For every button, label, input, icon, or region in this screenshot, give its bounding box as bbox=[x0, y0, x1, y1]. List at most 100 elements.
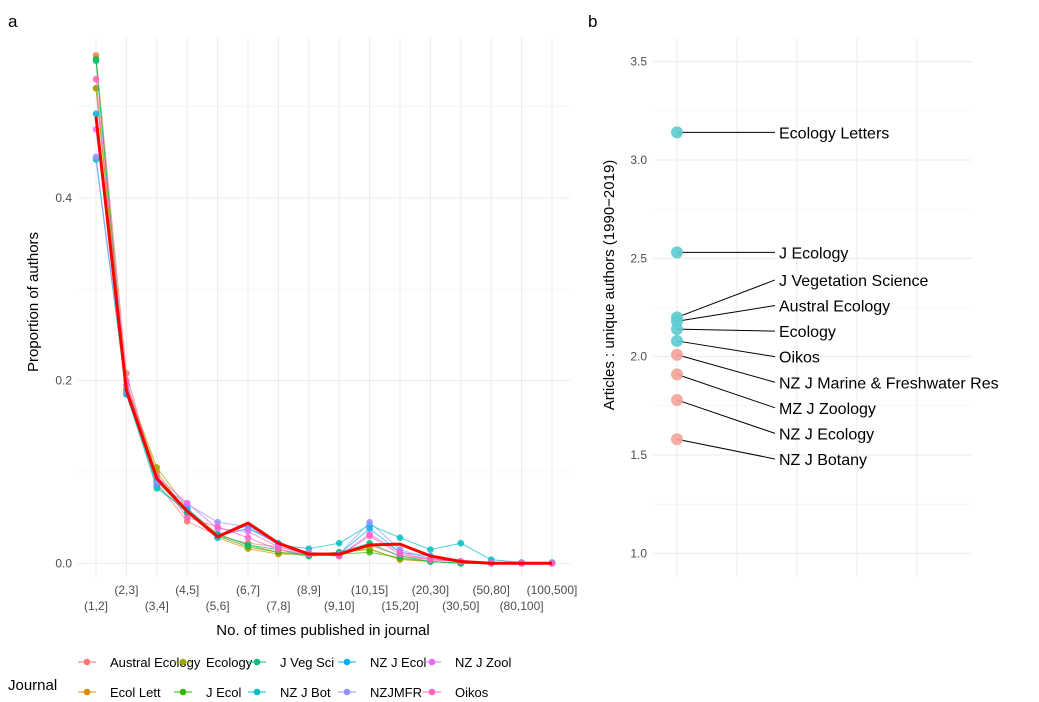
legend-item-label: Ecol Lett bbox=[110, 685, 161, 700]
legend-key-point bbox=[83, 688, 91, 696]
y-tick-label: 2.0 bbox=[630, 350, 647, 364]
y-tick-label: 2.5 bbox=[630, 251, 647, 265]
series-line bbox=[95, 159, 552, 563]
leader-line bbox=[676, 279, 776, 318]
series-line bbox=[95, 129, 552, 564]
y-tick-label: 0.4 bbox=[55, 191, 72, 205]
series-point bbox=[427, 556, 434, 563]
series-line bbox=[95, 156, 552, 564]
series-line bbox=[95, 79, 552, 564]
y-tick-label: 1.5 bbox=[630, 448, 647, 462]
y-tick-label: 0.2 bbox=[55, 374, 72, 388]
journal-point bbox=[671, 323, 683, 336]
leader-line bbox=[676, 328, 776, 332]
journal-label: NZ J Marine & Freshwater Res bbox=[779, 375, 999, 392]
panel-a-chart: 0.0 0.2 0.4 (1,2] (2,3] (3,4] (4,5] (5,6] (6,7] (… bbox=[55, 38, 577, 613]
series-point bbox=[244, 528, 252, 535]
journal-label: J Vegetation Science bbox=[779, 273, 929, 290]
series-point bbox=[244, 534, 252, 542]
x-tick-label: (4,5] bbox=[175, 583, 199, 597]
x-tick-label: (2,3] bbox=[114, 583, 138, 597]
series-point bbox=[457, 539, 465, 547]
leader-line bbox=[676, 305, 776, 322]
x-tick-label: (100,500] bbox=[527, 583, 578, 597]
x-tick-label: (7,8] bbox=[266, 599, 290, 613]
journal-point bbox=[671, 393, 683, 406]
journal-point bbox=[671, 433, 683, 446]
x-tick-label: (10,15] bbox=[351, 583, 388, 597]
series-point bbox=[183, 514, 191, 521]
legend-title: Journal bbox=[8, 677, 57, 694]
journal-point bbox=[671, 126, 683, 139]
legend-key-point bbox=[343, 688, 351, 696]
legend: Journal Austral Ecology Ecol Lett Ecology J… bbox=[8, 655, 511, 700]
x-tick-label: (5,6] bbox=[206, 599, 230, 613]
y-tick-label: 3.0 bbox=[630, 153, 647, 167]
leader-line bbox=[676, 373, 776, 409]
legend-item-label: Austral Ecology bbox=[110, 655, 201, 670]
series-point bbox=[335, 539, 343, 547]
legend-key-point bbox=[253, 688, 261, 696]
x-tick-label: (15,20] bbox=[381, 599, 418, 613]
series-point bbox=[427, 546, 434, 553]
x-tick-label: (80,100] bbox=[500, 599, 544, 613]
series-point bbox=[366, 525, 373, 532]
journal-point bbox=[671, 334, 683, 347]
journal-label: NZ J Botany bbox=[779, 452, 867, 469]
legend-key-point bbox=[253, 658, 261, 666]
panel-a-y-axis-title: Proportion of authors bbox=[25, 232, 42, 372]
leader-line bbox=[676, 354, 776, 383]
journal-label: Ecology Letters bbox=[779, 125, 889, 142]
leader-line bbox=[676, 340, 776, 358]
journal-label: Oikos bbox=[779, 350, 820, 367]
panel-b-label: b bbox=[588, 12, 597, 31]
x-tick-label: (6,7] bbox=[236, 583, 260, 597]
journal-label: J Ecology bbox=[779, 245, 848, 262]
leader-line bbox=[676, 399, 776, 434]
journal-label: MZ J Zoology bbox=[779, 401, 876, 418]
journal-label: NZ J Ecology bbox=[779, 426, 874, 443]
series-point bbox=[366, 532, 373, 540]
journal-point bbox=[671, 348, 683, 361]
y-tick-label: 0.0 bbox=[55, 556, 72, 570]
journal-point bbox=[671, 368, 683, 381]
series-point bbox=[366, 549, 373, 556]
x-tick-label: (3,4] bbox=[145, 599, 169, 613]
journal-label: Ecology bbox=[779, 324, 836, 341]
panel-b-y-axis-title: Articles : unique authors (1990−2019) bbox=[601, 160, 618, 411]
legend-key-point bbox=[343, 658, 351, 666]
series-point bbox=[92, 84, 100, 92]
panel-a-x-axis-title: No. of times published in journal bbox=[216, 622, 429, 639]
journal-label: Austral Ecology bbox=[779, 299, 890, 316]
series-point bbox=[92, 57, 100, 65]
legend-item-label: NZ J Zool bbox=[455, 655, 511, 670]
legend-item-label: NZ J Bot bbox=[280, 685, 331, 700]
series-point bbox=[153, 485, 161, 492]
x-tick-label: (20,30] bbox=[412, 583, 449, 597]
series-point bbox=[275, 546, 282, 553]
series-line bbox=[95, 113, 552, 564]
series-point bbox=[92, 153, 100, 161]
series-point bbox=[92, 75, 100, 83]
series-point bbox=[366, 518, 373, 526]
x-tick-label: (1,2] bbox=[84, 599, 108, 613]
series-point bbox=[396, 534, 404, 542]
legend-key-point bbox=[179, 688, 187, 696]
mean-line bbox=[94, 116, 552, 565]
panel-b-chart: 1.0 1.5 2.0 2.5 3.0 3.5 Ecology Letters J Ecolo… bbox=[630, 38, 999, 577]
x-tick-label: (30,50] bbox=[442, 599, 479, 613]
series-point bbox=[244, 541, 252, 549]
legend-item-label: NZJMFR bbox=[370, 685, 422, 700]
y-tick-label: 3.5 bbox=[630, 55, 647, 69]
leader-line bbox=[676, 438, 776, 460]
x-tick-label: (9,10] bbox=[324, 599, 355, 613]
legend-key-point bbox=[428, 688, 436, 696]
series-point bbox=[396, 550, 404, 558]
series-point bbox=[214, 518, 221, 526]
legend-key-point bbox=[428, 658, 436, 666]
series-point bbox=[92, 110, 100, 118]
legend-item-label: Ecology bbox=[206, 655, 253, 670]
x-tick-label: (50,80] bbox=[473, 583, 510, 597]
legend-key-point bbox=[179, 658, 187, 666]
